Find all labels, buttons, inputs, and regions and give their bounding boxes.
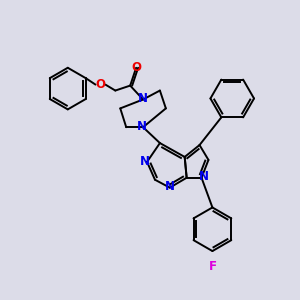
Text: O: O (131, 61, 141, 74)
Text: O: O (95, 78, 106, 91)
Text: F: F (208, 260, 216, 273)
Text: N: N (199, 170, 208, 183)
Text: N: N (137, 120, 147, 133)
Text: N: N (165, 180, 175, 193)
Text: N: N (138, 92, 148, 105)
Text: N: N (140, 155, 150, 168)
